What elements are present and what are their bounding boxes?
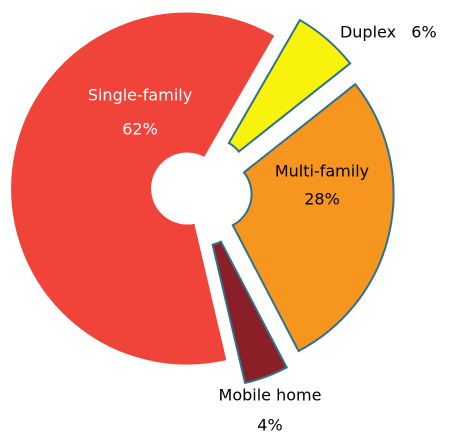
slice-label: Single-family (88, 86, 192, 105)
slice-value-label: 4% (257, 416, 282, 435)
slice (9, 10, 277, 367)
slice-value-label: 28% (304, 190, 340, 209)
slice-label: Mobile home (219, 386, 322, 405)
slice-value-label: 6% (411, 23, 436, 42)
slice (227, 18, 352, 154)
slice (231, 82, 395, 353)
slice-label: Duplex (340, 23, 396, 42)
slice-label: Multi-family (275, 162, 369, 181)
slice-value-label: 62% (122, 120, 158, 139)
slice (211, 240, 289, 385)
